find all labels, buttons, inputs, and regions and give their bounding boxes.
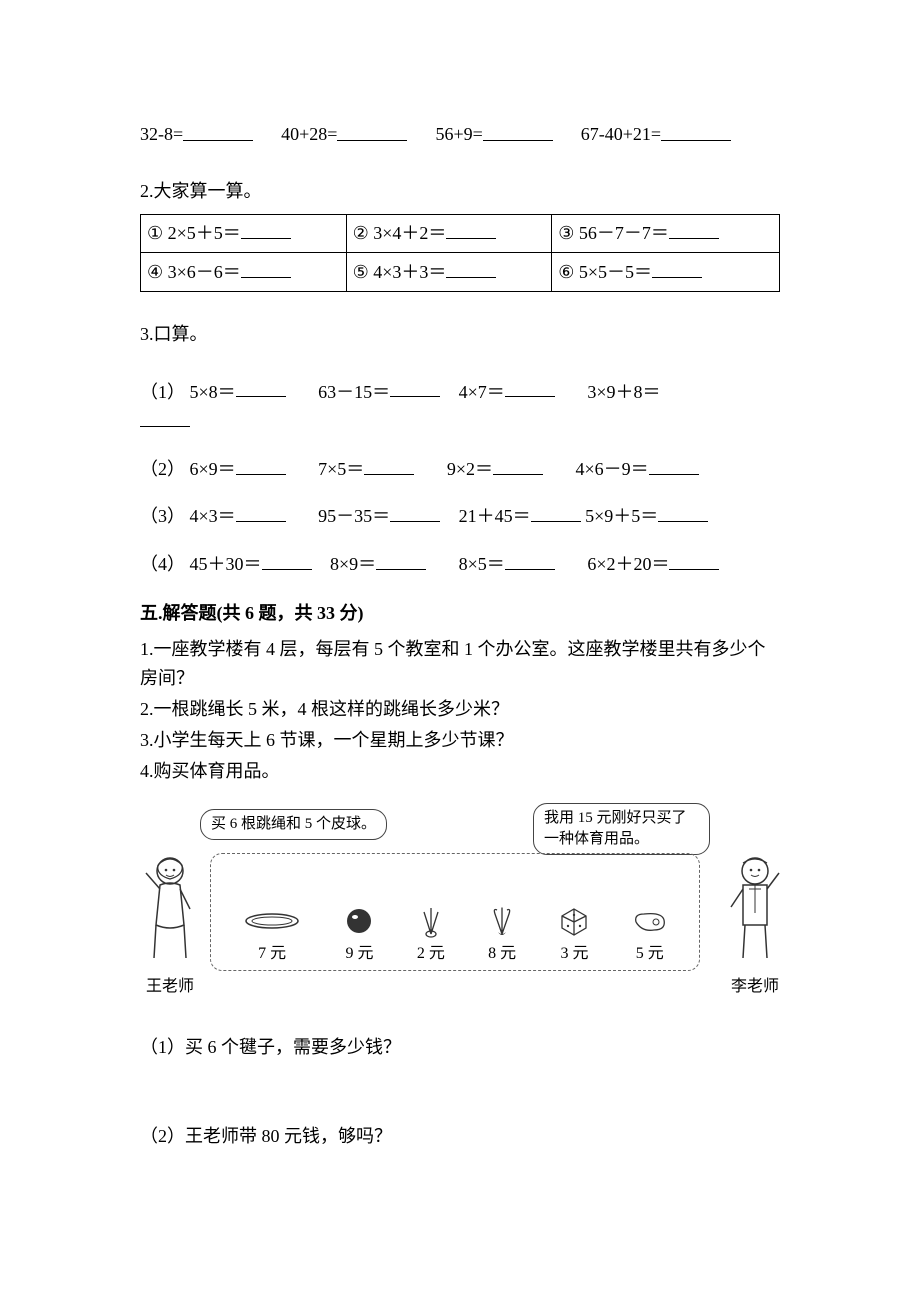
blank[interactable] [652,257,702,278]
word-problem-2: 2.一根跳绳长 5 米，4 根这样的跳绳长多少米？ [140,695,780,724]
blank[interactable] [140,406,190,427]
prefix: （4） [140,554,185,574]
teacher-left-label: 王老师 [130,974,210,1000]
price: 8 元 [487,941,517,967]
blank[interactable] [661,120,731,141]
jumprope-icon [242,909,302,933]
dice-icon [559,906,589,936]
speech-bubble-right: 我用 15 元刚好只买了一种体育用品。 [533,803,710,855]
teacher-right: 李老师 [710,853,800,999]
person-icon [725,853,785,963]
prefix: （2） [140,459,185,479]
arith-row-1: 32-8= 40+28= 56+9= 67-40+21= [140,120,780,149]
items-box: 7 元 9 元 2 元 8 元 3 元 5 元 [210,853,700,971]
blank[interactable] [493,454,543,475]
shuttlecock-icon [418,904,444,938]
illustration: 买 6 根跳绳和 5 个皮球。 我用 15 元刚好只买了一种体育用品。 王老师 … [140,809,780,999]
word-problem-3: 3.小学生每天上 6 节课，一个星期上多少节课？ [140,726,780,755]
price: 3 元 [559,941,589,967]
blank[interactable] [364,454,414,475]
blank[interactable] [505,377,555,398]
q3-row-2: （2） 6×9＝ 7×5＝ 9×2＝ 4×6－9＝ [140,454,780,484]
price: 5 元 [632,941,668,967]
section5-title: 五.解答题(共 6 题，共 33 分) [140,599,780,628]
cell: ⑥ 5×5－5＝ [552,253,780,292]
blank[interactable] [483,120,553,141]
blank[interactable] [446,257,496,278]
subquestion-1: （1）买 6 个毽子，需要多少钱？ [140,1033,780,1062]
blank[interactable] [183,120,253,141]
price: 7 元 [242,941,302,967]
blank[interactable] [669,219,719,240]
ball-icon [344,906,374,936]
q3-row-1: （1） 5×8＝ 63－15＝ 4×7＝ 3×9＋8＝ [140,377,780,436]
blank[interactable] [446,219,496,240]
jianzi-icon [487,904,517,938]
blank[interactable] [390,377,440,398]
expr-d: 67-40+21= [581,120,661,149]
q2-table: ① 2×5＋5＝ ② 3×4＋2＝ ③ 56－7－7＝ ④ 3×6－6＝ ⑤ 4… [140,214,780,292]
item-dice: 3 元 [559,903,589,967]
item-ball: 9 元 [344,903,374,967]
blank[interactable] [669,549,719,570]
whistle-icon [632,908,668,934]
blank[interactable] [262,549,312,570]
teacher-left: 王老师 [130,853,210,999]
prefix: （1） [140,381,185,401]
blank[interactable] [236,377,286,398]
speech-bubble-left: 买 6 根跳绳和 5 个皮球。 [200,809,387,840]
item-jianzi: 8 元 [487,903,517,967]
expr-a: 32-8= [140,120,183,149]
cell: ② 3×4＋2＝ [346,214,552,253]
q3-row-3: （3） 4×3＝ 95－35＝ 21＋45＝ 5×9＋5＝ [140,501,780,531]
blank[interactable] [236,501,286,522]
blank[interactable] [649,454,699,475]
blank[interactable] [236,454,286,475]
q3-row-4: （4） 45＋30＝ 8×9＝ 8×5＝ 6×2＋20＝ [140,549,780,579]
person-icon [140,853,200,963]
blank[interactable] [241,219,291,240]
item-jumprope: 7 元 [242,903,302,967]
expr-b: 40+28= [281,120,337,149]
q3-label: 3.口算。 [140,320,780,349]
prefix: （3） [140,506,185,526]
teacher-right-label: 李老师 [710,974,800,1000]
table-row: ④ 3×6－6＝ ⑤ 4×3＋3＝ ⑥ 5×5－5＝ [141,253,780,292]
blank[interactable] [241,257,291,278]
price: 2 元 [417,941,445,967]
word-problem-4: 4.购买体育用品。 [140,757,780,786]
expr-c: 56+9= [435,120,482,149]
table-row: ① 2×5＋5＝ ② 3×4＋2＝ ③ 56－7－7＝ [141,214,780,253]
word-problem-1: 1.一座教学楼有 4 层，每层有 5 个教室和 1 个办公室。这座教学楼里共有多… [140,635,780,693]
cell: ④ 3×6－6＝ [141,253,347,292]
blank[interactable] [531,501,581,522]
item-whistle: 5 元 [632,903,668,967]
blank[interactable] [658,501,708,522]
blank[interactable] [505,549,555,570]
blank[interactable] [337,120,407,141]
price: 9 元 [344,941,374,967]
cell: ① 2×5＋5＝ [141,214,347,253]
blank[interactable] [390,501,440,522]
blank[interactable] [376,549,426,570]
item-shuttlecock: 2 元 [417,903,445,967]
subquestion-2: （2）王老师带 80 元钱，够吗？ [140,1122,780,1151]
cell: ③ 56－7－7＝ [552,214,780,253]
q2-label: 2.大家算一算。 [140,177,780,206]
cell: ⑤ 4×3＋3＝ [346,253,552,292]
